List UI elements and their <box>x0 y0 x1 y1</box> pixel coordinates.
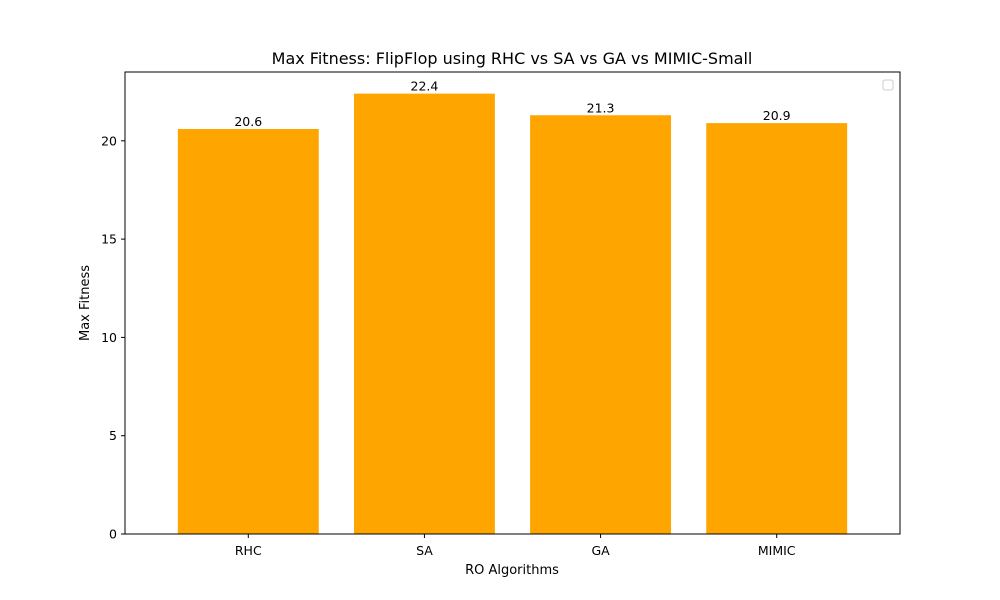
x-tick-label: RHC <box>235 543 262 558</box>
data-labels: 20.6 22.4 21.3 20.9 <box>234 79 790 129</box>
x-tick-label: MIMIC <box>758 543 796 558</box>
data-label-ga: 21.3 <box>587 100 615 115</box>
x-tick-label: GA <box>591 543 610 558</box>
data-label-mimic: 20.9 <box>763 108 791 123</box>
y-tick-label: 5 <box>109 428 117 443</box>
legend-box <box>882 79 894 91</box>
y-tick-label: 10 <box>101 330 117 345</box>
bar-mimic <box>706 123 848 534</box>
bar-ga <box>530 115 672 534</box>
y-tick-label: 20 <box>101 133 117 148</box>
y-tick-label: 15 <box>101 232 117 247</box>
chart-title: Max Fitness: FlipFlop using RHC vs SA vs… <box>272 49 753 68</box>
bar-rhc <box>177 129 319 535</box>
y-axis-label: Max Fitness <box>78 265 93 341</box>
x-tick-label: SA <box>416 543 433 558</box>
y-tick-label: 0 <box>109 527 117 542</box>
bars <box>177 93 848 535</box>
axis-ticks: RHC SA GA MIMIC 0 5 10 15 20 <box>101 133 796 558</box>
plot-area-frame <box>124 71 901 535</box>
bar-sa <box>353 93 495 534</box>
data-label-rhc: 20.6 <box>234 114 262 129</box>
x-axis-label: RO Algorithms <box>465 563 559 578</box>
data-label-sa: 22.4 <box>411 79 439 94</box>
